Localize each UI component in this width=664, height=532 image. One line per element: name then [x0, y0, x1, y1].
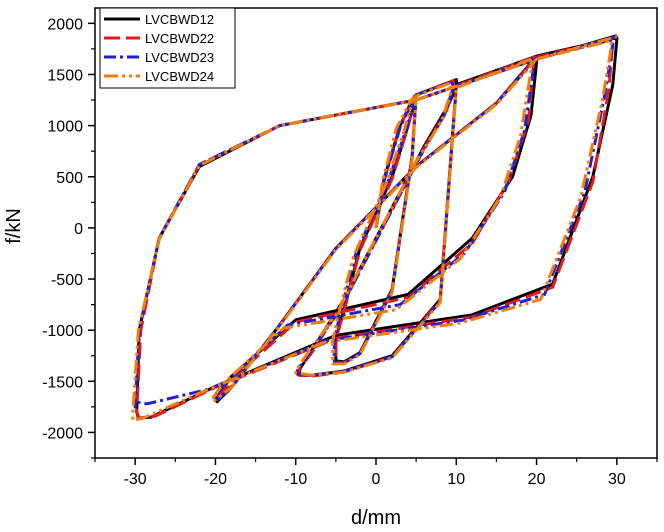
y-tick-label: -500 [51, 272, 83, 289]
y-tick-label: -1000 [42, 323, 83, 340]
x-tick-label: 0 [372, 471, 381, 488]
legend-label: LVCBWD12 [145, 12, 214, 27]
axes-layer: -30 -20 -10 0 10 20 30 -2000 -1500 -1000 -500 0 500 1… [42, 7, 658, 488]
series-layer [131, 34, 619, 422]
x-axis-title: d/mm [351, 507, 401, 529]
legend-label: LVCBWD23 [145, 50, 214, 65]
series-line-lvcbwd24 [131, 35, 618, 422]
y-tick-label: -1500 [42, 374, 83, 391]
x-tick-label: -30 [124, 471, 147, 488]
y-tick-label: 1500 [47, 67, 83, 84]
legend: LVCBWD12 LVCBWD22 LVCBWD23 LVCBWD24 [99, 7, 236, 89]
x-tick-label: -20 [204, 471, 227, 488]
x-tick-label: 10 [447, 471, 465, 488]
y-tick-label: -2000 [42, 425, 83, 442]
series-line-lvcbwd23 [133, 35, 618, 409]
legend-label: LVCBWD22 [145, 31, 214, 46]
y-tick-label: 2000 [47, 16, 83, 33]
x-tick-label: 20 [528, 471, 546, 488]
y-tick-label: 500 [56, 170, 83, 187]
x-tick-label: 30 [608, 471, 626, 488]
y-tick-label: 0 [74, 221, 83, 238]
x-tick-label: -10 [284, 471, 307, 488]
y-axis-title: f/kN [3, 208, 25, 244]
legend-label: LVCBWD24 [145, 69, 214, 84]
y-tick-label: 1000 [47, 119, 83, 136]
